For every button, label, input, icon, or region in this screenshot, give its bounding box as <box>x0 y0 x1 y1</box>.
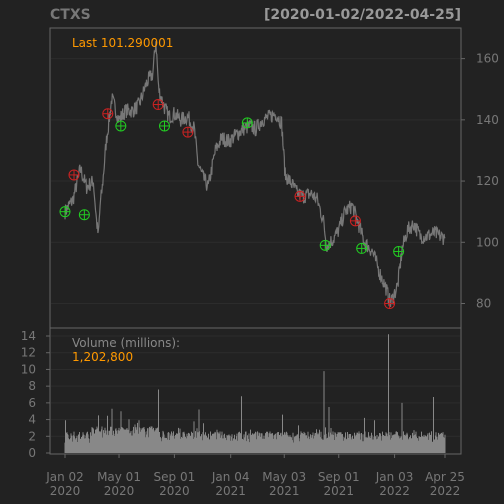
time-tick-label-date: Sep 01 <box>318 470 360 484</box>
volume-tick-label: 4 <box>28 413 36 427</box>
volume-panel: 0 2 4 6 8 10 12 14 Volume (millions): 1,202,800 <box>21 327 462 460</box>
volume-tick-label: 10 <box>21 362 36 376</box>
price-panel: 80 100 120 140 160 Last 101.290001 <box>49 27 499 329</box>
buy-signal-marker <box>356 242 368 254</box>
time-tick-label-date: Jan 03 <box>375 470 414 484</box>
volume-tick-label: 0 <box>28 446 36 460</box>
symbol-title: CTXS <box>50 7 91 23</box>
buy-signal-marker <box>241 117 253 129</box>
volume-bars <box>64 334 446 453</box>
sell-signal-marker <box>384 298 396 310</box>
time-tick-label-date: Jan 02 <box>45 470 84 484</box>
time-tick-label-date: Sep 01 <box>154 470 196 484</box>
volume-axis: 0 2 4 6 8 10 12 14 <box>21 329 50 460</box>
time-tick-label-year: 2022 <box>430 484 461 498</box>
sell-signal-marker <box>182 126 194 138</box>
sell-signal-marker <box>68 169 80 181</box>
buy-signal-marker <box>319 239 331 251</box>
price-axis: 80 100 120 140 160 <box>461 52 499 311</box>
volume-tick-label: 14 <box>21 329 36 343</box>
sell-signal-marker <box>102 108 114 120</box>
sell-signal-marker <box>294 190 306 202</box>
signal-markers <box>59 99 405 310</box>
price-tick-label: 140 <box>476 113 499 127</box>
volume-title: Volume (millions): <box>72 336 180 350</box>
price-panel-frame <box>49 27 462 329</box>
price-tick-label: 160 <box>476 52 499 66</box>
time-tick-label-year: 2020 <box>104 484 135 498</box>
volume-tick-label: 12 <box>21 346 36 360</box>
buy-signal-marker <box>59 206 71 218</box>
sell-signal-marker <box>152 99 164 111</box>
time-tick-label-date: May 03 <box>262 470 306 484</box>
time-tick-label-year: 2021 <box>269 484 300 498</box>
volume-last-value: 1,202,800 <box>72 350 133 364</box>
time-tick-label-year: 2020 <box>50 484 81 498</box>
price-tick-label: 100 <box>476 235 499 249</box>
buy-signal-marker <box>393 245 405 257</box>
volume-tick-label: 8 <box>28 379 36 393</box>
last-price-label: Last 101.290001 <box>72 36 173 50</box>
price-tick-label: 80 <box>476 297 491 311</box>
time-tick-label-date: May 01 <box>97 470 141 484</box>
price-tick-label: 120 <box>476 174 499 188</box>
time-tick-label-year: 2021 <box>215 484 246 498</box>
time-tick-label-year: 2021 <box>323 484 354 498</box>
time-tick-label-date: Apr 25 <box>425 470 465 484</box>
time-tick-label-year: 2022 <box>379 484 410 498</box>
sell-signal-marker <box>349 215 361 227</box>
volume-tick-label: 2 <box>28 429 36 443</box>
buy-signal-marker <box>78 209 90 221</box>
price-series-line <box>64 41 446 307</box>
volume-tick-label: 6 <box>28 396 36 410</box>
buy-signal-marker <box>159 120 171 132</box>
time-tick-label-year: 2020 <box>159 484 190 498</box>
buy-signal-marker <box>115 120 127 132</box>
time-tick-label-date: Jan 04 <box>211 470 250 484</box>
date-range-title: [2020-01-02/2022-04-25] <box>264 7 461 23</box>
